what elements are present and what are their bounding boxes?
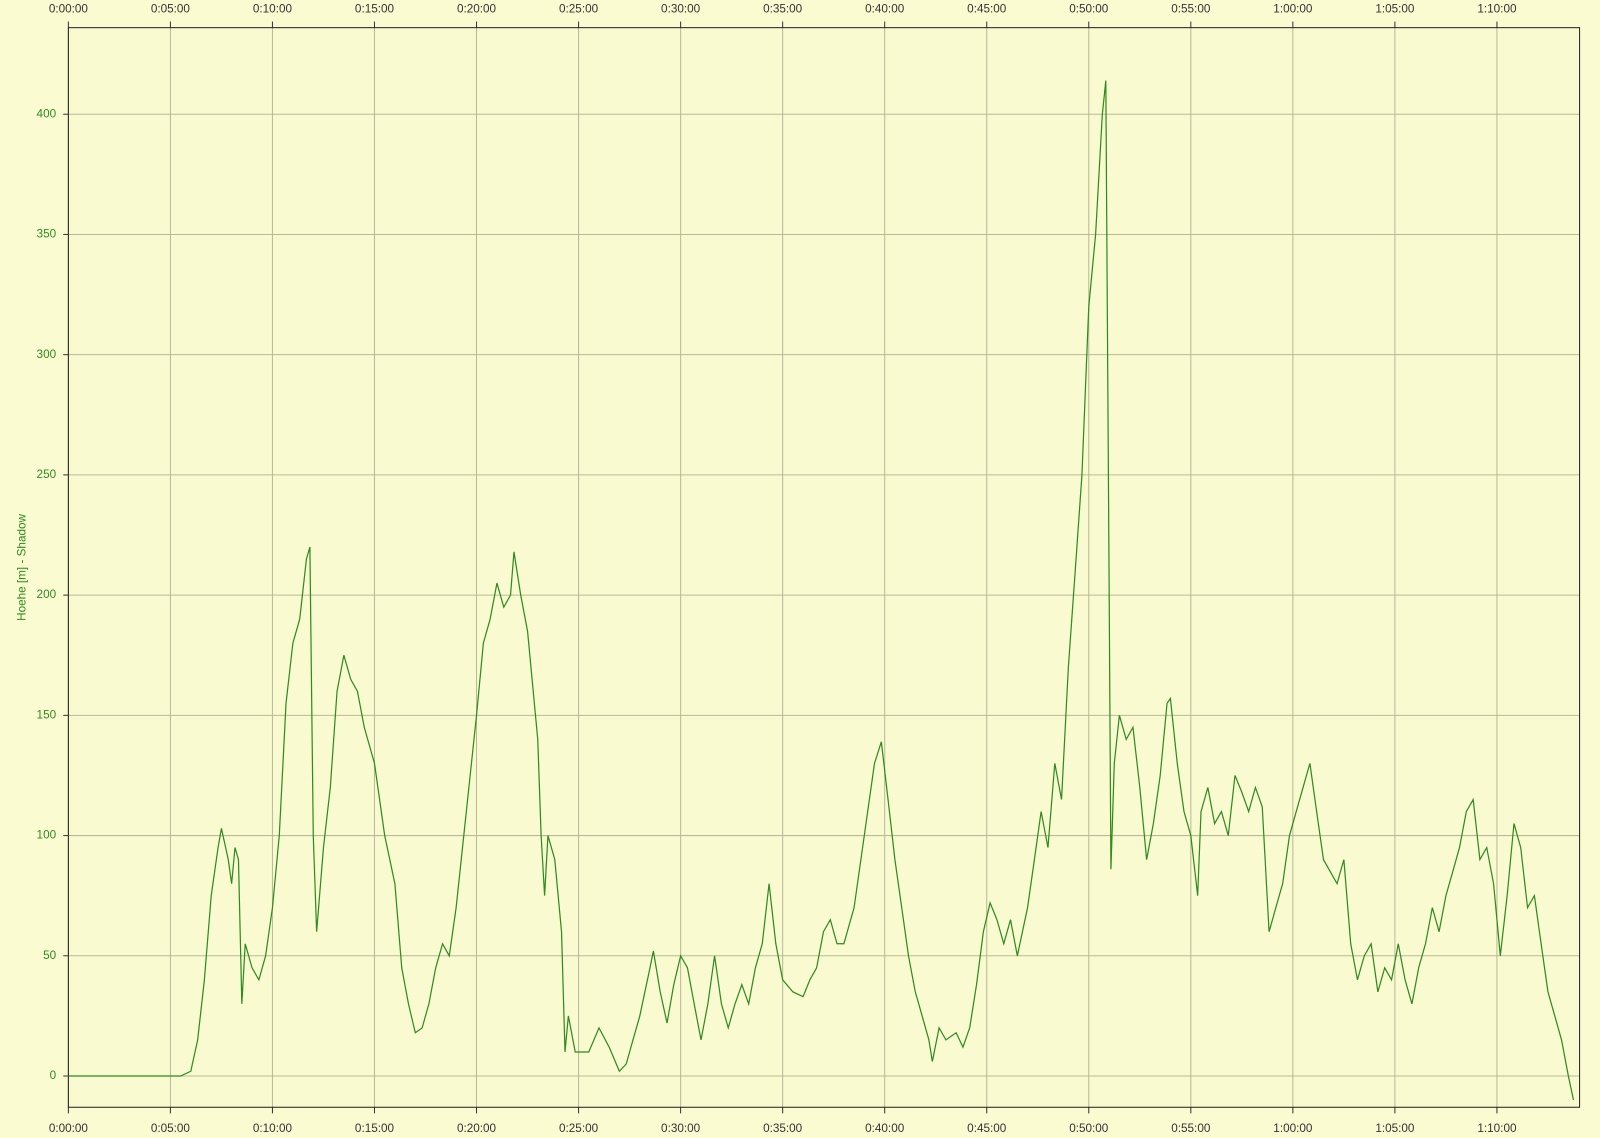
- x-tick-label-top: 0:35:00: [763, 2, 803, 15]
- plot-area: [68, 27, 1580, 1108]
- x-tick-label: 0:20:00: [457, 1122, 497, 1135]
- x-tick-label: 0:15:00: [355, 1122, 395, 1135]
- x-tick-label: 0:50:00: [1069, 1122, 1109, 1135]
- x-tick-label: 1:00:00: [1273, 1122, 1313, 1135]
- x-tick-label-top: 1:05:00: [1375, 2, 1415, 15]
- plot-border: [67, 27, 1581, 1108]
- x-tick-label: 0:30:00: [661, 1122, 701, 1135]
- x-tick-label: 0:25:00: [559, 1122, 599, 1135]
- x-tick-label: 0:10:00: [253, 1122, 293, 1135]
- x-tick-label: 0:35:00: [763, 1122, 803, 1135]
- x-tick-label: 0:45:00: [967, 1122, 1007, 1135]
- y-tick-label: 50: [43, 949, 57, 962]
- x-tick-label-top: 0:10:00: [253, 2, 293, 15]
- y-tick-label: 300: [37, 348, 57, 361]
- x-tick-label-top: 0:00:00: [49, 2, 89, 15]
- y-tick-label: 350: [37, 228, 57, 241]
- x-tick-label-top: 0:25:00: [559, 2, 599, 15]
- y-tick-label: 200: [37, 588, 57, 601]
- x-tick-label-top: 0:20:00: [457, 2, 497, 15]
- x-tick-label-top: 1:00:00: [1273, 2, 1313, 15]
- x-tick-label-top: 0:45:00: [967, 2, 1007, 15]
- data-line: [68, 80, 1575, 1101]
- x-tick-label: 1:10:00: [1477, 1122, 1517, 1135]
- x-tick-label-top: 0:15:00: [355, 2, 395, 15]
- x-tick-label-top: 0:05:00: [151, 2, 191, 15]
- x-tick-label-top: 0:55:00: [1171, 2, 1211, 15]
- x-tick-label: 0:55:00: [1171, 1122, 1211, 1135]
- x-tick-label-top: 1:10:00: [1477, 2, 1517, 15]
- x-tick-label-top: 0:40:00: [865, 2, 905, 15]
- y-tick-label: 0: [50, 1069, 57, 1082]
- x-tick-label: 0:05:00: [151, 1122, 191, 1135]
- y-tick-label: 250: [37, 468, 57, 481]
- x-tick-label-top: 0:50:00: [1069, 2, 1109, 15]
- y-tick-label: 100: [37, 829, 57, 842]
- x-tick-label: 1:05:00: [1375, 1122, 1415, 1135]
- y-tick-label: 400: [37, 107, 57, 120]
- x-tick-label-top: 0:30:00: [661, 2, 701, 15]
- y-tick-label: 150: [37, 708, 57, 721]
- x-tick-label: 0:40:00: [865, 1122, 905, 1135]
- x-tick-label: 0:00:00: [49, 1122, 89, 1135]
- y-axis-label: Hoehe [m] - Shadow: [16, 514, 29, 621]
